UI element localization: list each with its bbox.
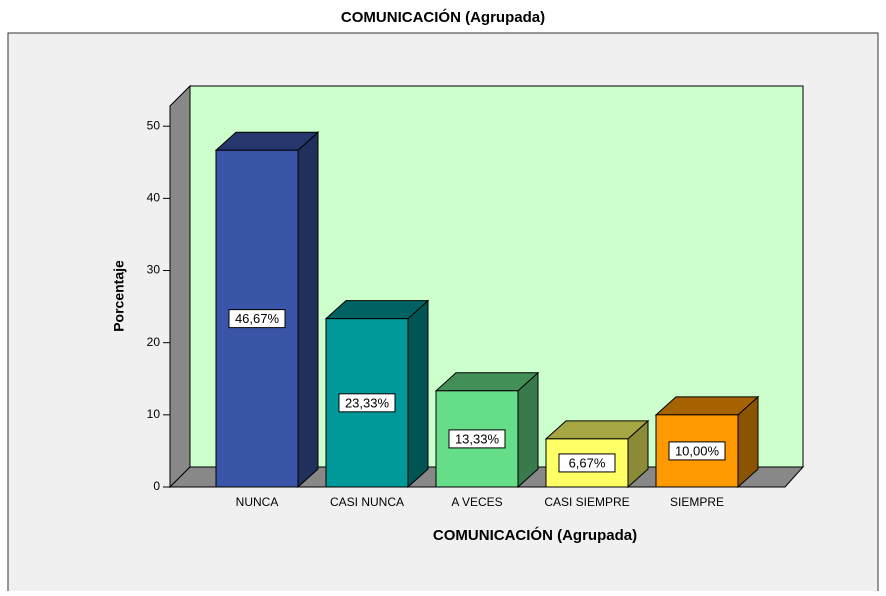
bar-side <box>407 299 429 489</box>
y-tick-label: 0 <box>153 479 160 493</box>
chart-title: COMUNICACIÓN (Agrupada) <box>341 8 545 26</box>
value-label: 10,00% <box>675 443 720 458</box>
value-label-box <box>558 453 616 473</box>
x-tick-label: CASI SIEMPRE <box>544 495 629 509</box>
y-tick-label: 20 <box>147 335 161 349</box>
x-tick-label: NUNCA <box>236 495 279 509</box>
value-label: 13,33% <box>455 431 500 446</box>
side-wall <box>169 84 191 489</box>
value-label-box <box>448 429 506 449</box>
value-label-box <box>668 441 726 461</box>
value-label: 46,67% <box>235 311 280 326</box>
bar-side <box>517 371 539 489</box>
x-tick-label: A VECES <box>451 495 502 509</box>
x-tick-label: SIEMPRE <box>670 495 724 509</box>
value-label: 6,67% <box>569 455 606 470</box>
y-tick-label: 30 <box>147 263 161 277</box>
x-axis-title: COMUNICACIÓN (Agrupada) <box>433 526 637 544</box>
y-tick-label: 50 <box>147 118 161 132</box>
value-label-box <box>338 393 396 413</box>
y-tick-label: 40 <box>147 191 161 205</box>
y-axis-title: Porcentaje <box>111 260 127 332</box>
value-label-box <box>228 309 286 329</box>
x-tick-label: CASI NUNCA <box>330 495 404 509</box>
bar-side <box>297 131 319 489</box>
value-label: 23,33% <box>345 395 390 410</box>
y-tick-label: 10 <box>147 407 161 421</box>
